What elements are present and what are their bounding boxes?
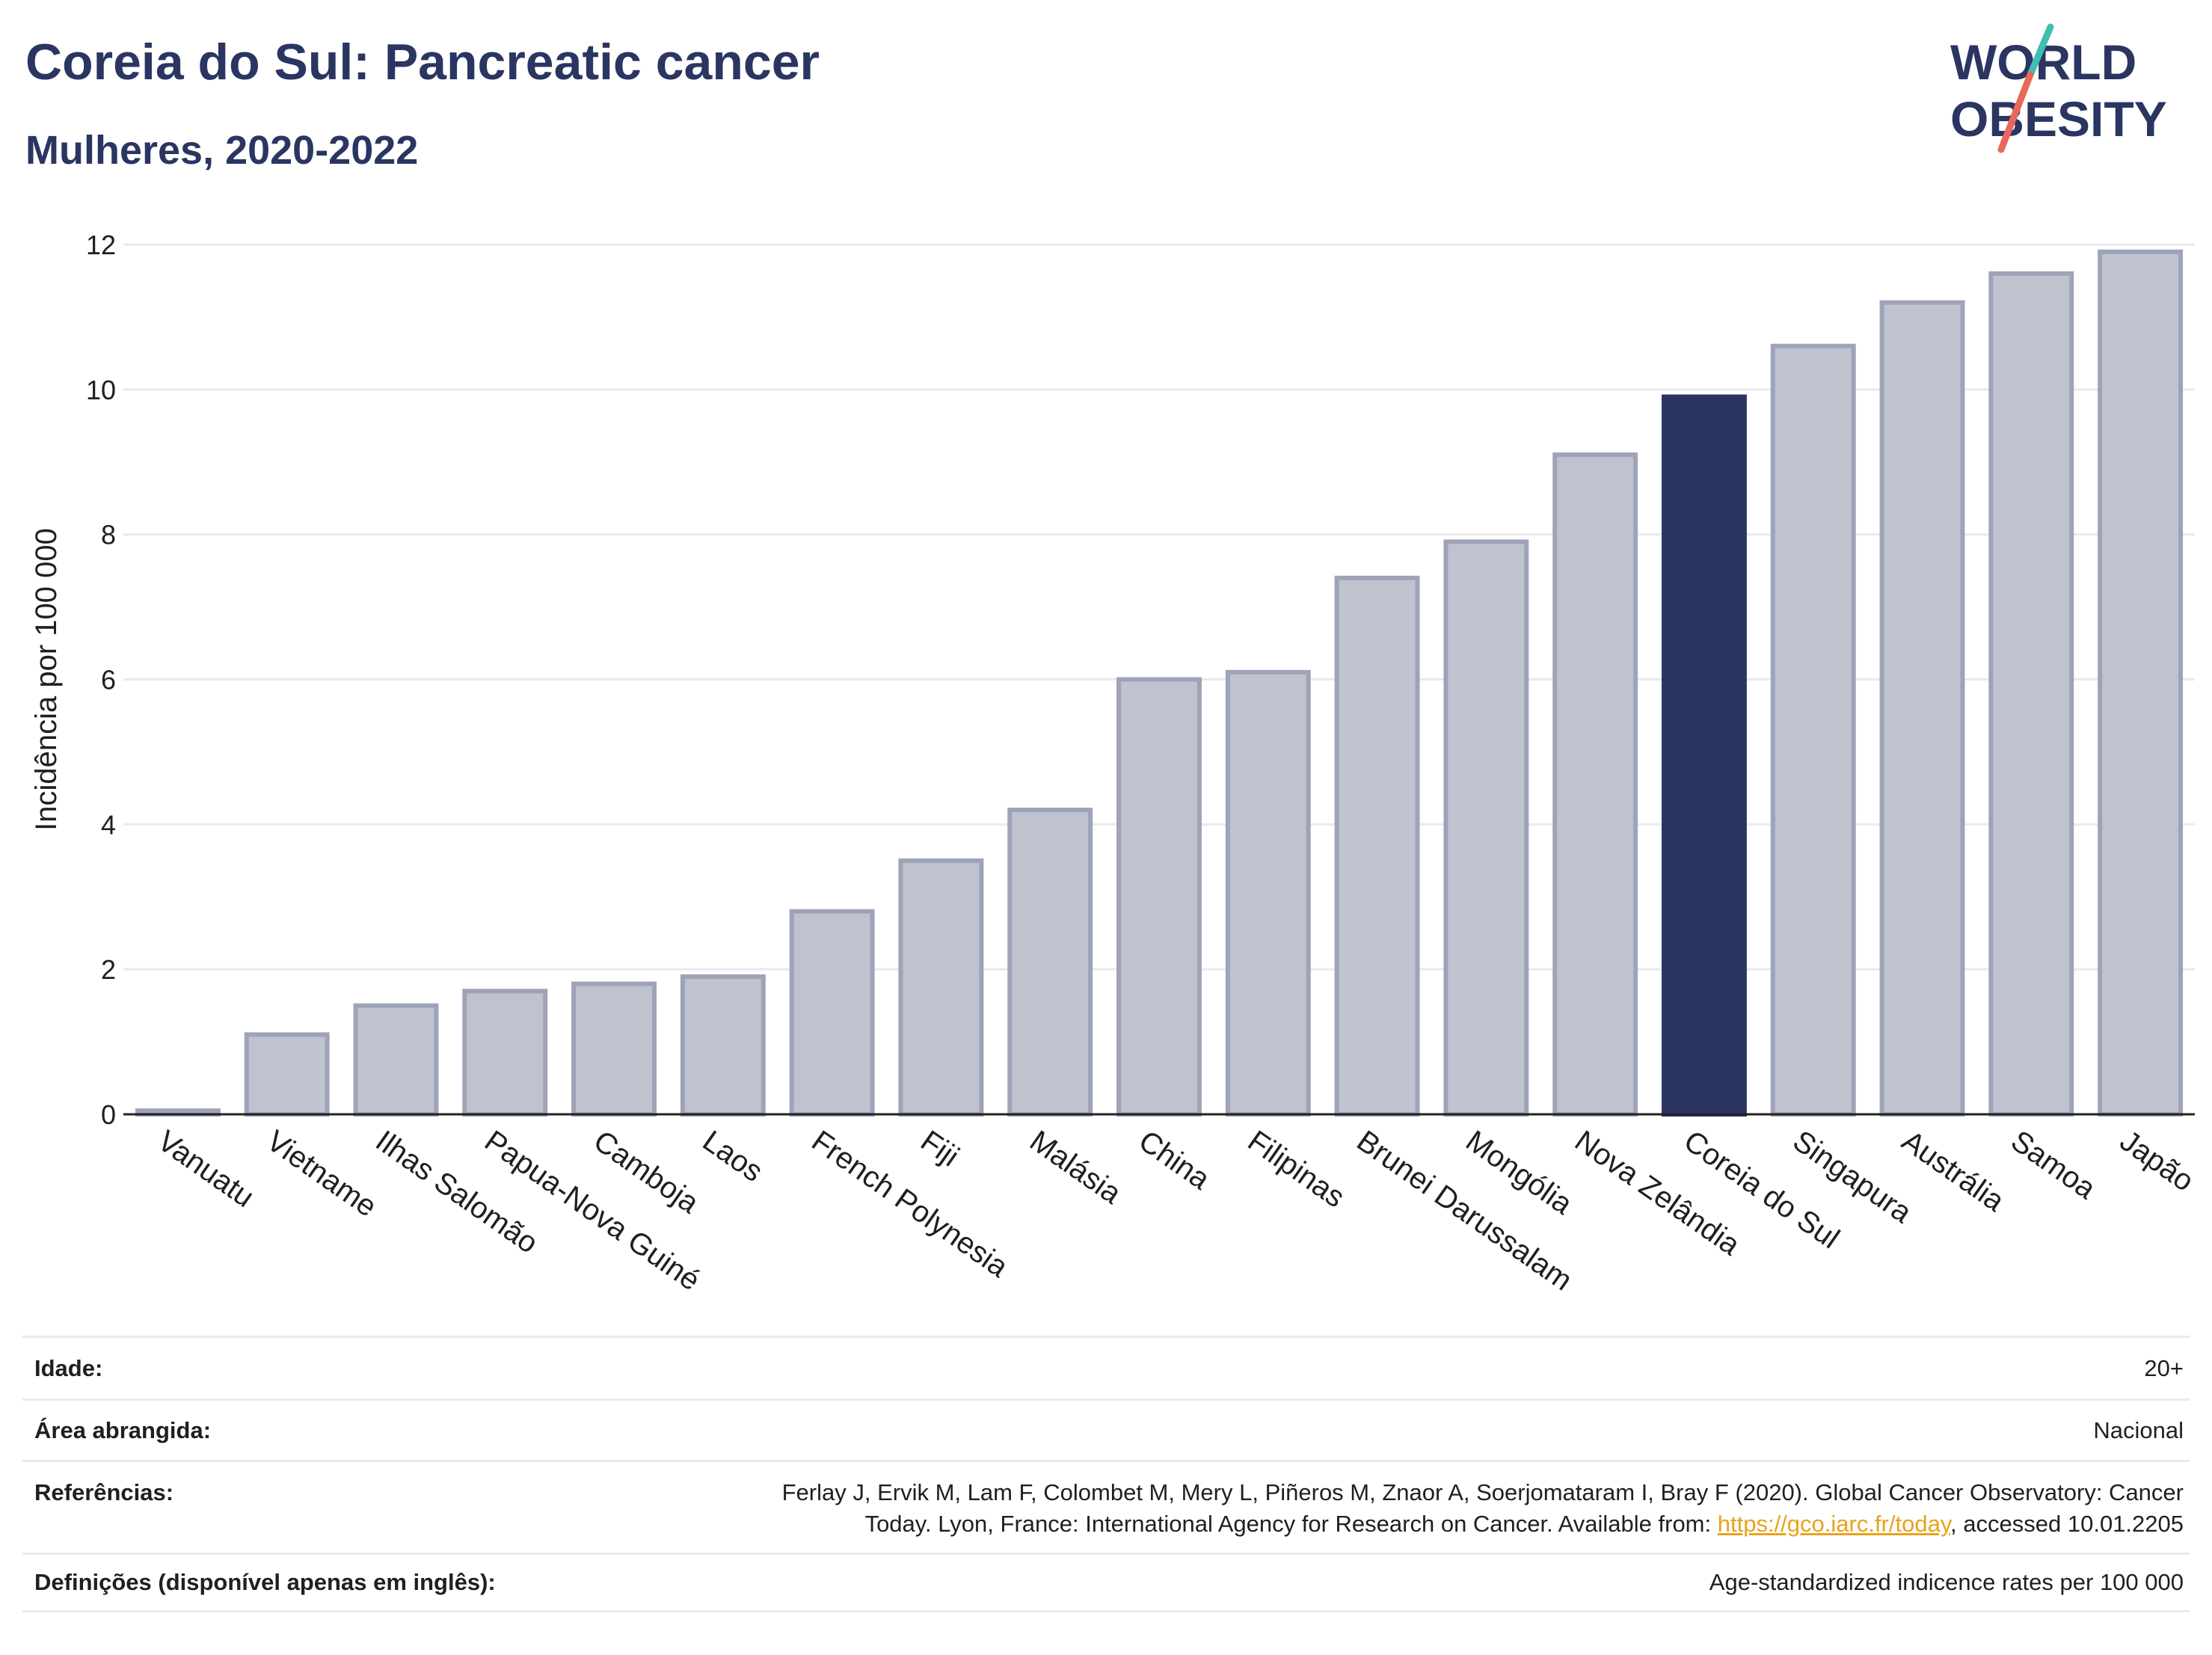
references-text-after: , accessed 10.01.2205 — [1950, 1511, 2184, 1537]
references-link[interactable]: https://gco.iarc.fr/today — [1717, 1511, 1951, 1537]
x-tick-label: Filipinas — [1242, 1124, 1351, 1214]
references-value: Ferlay J, Ervik M, Lam F, Colombet M, Me… — [782, 1477, 2190, 1540]
x-tick-label: French Polynesia — [805, 1124, 1014, 1284]
x-tick-label: Malásia — [1024, 1124, 1128, 1211]
bar — [1770, 343, 1856, 1117]
bar — [680, 974, 766, 1117]
bar — [1334, 575, 1420, 1117]
y-axis-label: Incidência por 100 000 — [30, 528, 63, 831]
x-tick-label: China — [1133, 1124, 1216, 1196]
references-text-before: Today. Lyon, France: International Agenc… — [864, 1511, 1718, 1537]
info-row-age: Idade: 20+ — [22, 1336, 2190, 1398]
chart-subtitle: Mulheres, 2020-2022 — [25, 128, 419, 173]
info-table: Idade: 20+ Área abrangida: Nacional Refe… — [22, 1336, 2190, 1612]
bar — [353, 1003, 439, 1117]
bar — [1988, 271, 2074, 1117]
bar — [1443, 539, 1529, 1117]
x-tick-label: Fiji — [915, 1124, 965, 1173]
x-tick-label: Samoa — [2005, 1124, 2102, 1206]
info-row-area: Área abrangida: Nacional — [22, 1398, 2190, 1460]
bar — [2098, 249, 2184, 1117]
bar — [244, 1032, 330, 1117]
y-tick-label: 2 — [101, 954, 116, 985]
bar — [1225, 669, 1311, 1117]
info-row-definitions: Definições (disponível apenas em inglês)… — [22, 1553, 2190, 1612]
info-row-references: Referências: Ferlay J, Ervik M, Lam F, C… — [22, 1460, 2190, 1553]
bar — [1116, 677, 1202, 1117]
y-tick-label: 4 — [101, 809, 116, 840]
y-tick-label: 12 — [86, 230, 116, 260]
bar — [1552, 452, 1638, 1117]
logo-slash-coral — [1997, 71, 2034, 153]
x-tick-label: Vanuatu — [152, 1124, 260, 1214]
x-tick-label: Japão — [2114, 1124, 2200, 1198]
y-tick-label: 10 — [86, 375, 116, 405]
chart-title: Coreia do Sul: Pancreatic cancer — [25, 34, 820, 90]
age-label: Idade: — [34, 1354, 103, 1381]
bar — [898, 858, 984, 1117]
logo-text-obesity: OBESITY — [1950, 91, 2167, 147]
bar — [462, 989, 548, 1117]
bar-chart: 0 2 4 6 8 10 12 Incidência por 100 000 Vanuatu Vi… — [30, 230, 2200, 1298]
bar — [571, 981, 657, 1117]
y-tick-label: 8 — [101, 520, 116, 550]
references-text-line1: Ferlay J, Ervik M, Lam F, Colombet M, Me… — [781, 1479, 2184, 1505]
y-tick-label: 6 — [101, 665, 116, 696]
y-tick-label: 0 — [101, 1099, 116, 1130]
bar — [1879, 300, 1965, 1117]
logo-slash-teal — [2027, 23, 2054, 79]
area-label: Área abrangida: — [34, 1416, 212, 1443]
x-tick-label: Vietname — [261, 1124, 383, 1223]
references-label: Referências: — [34, 1479, 174, 1505]
x-tick-label: Laos — [697, 1124, 769, 1188]
age-value: 20+ — [2144, 1354, 2184, 1381]
definitions-value: Age-standardized indicence rates per 100… — [1709, 1569, 2184, 1595]
bar — [1007, 807, 1093, 1117]
area-value: Nacional — [2093, 1416, 2184, 1443]
definitions-label: Definições (disponível apenas em inglês)… — [34, 1569, 496, 1595]
bar-highlighted — [1662, 394, 1747, 1117]
bar — [789, 909, 875, 1117]
world-obesity-logo[interactable]: WORLD OBESITY — [1944, 21, 2199, 156]
